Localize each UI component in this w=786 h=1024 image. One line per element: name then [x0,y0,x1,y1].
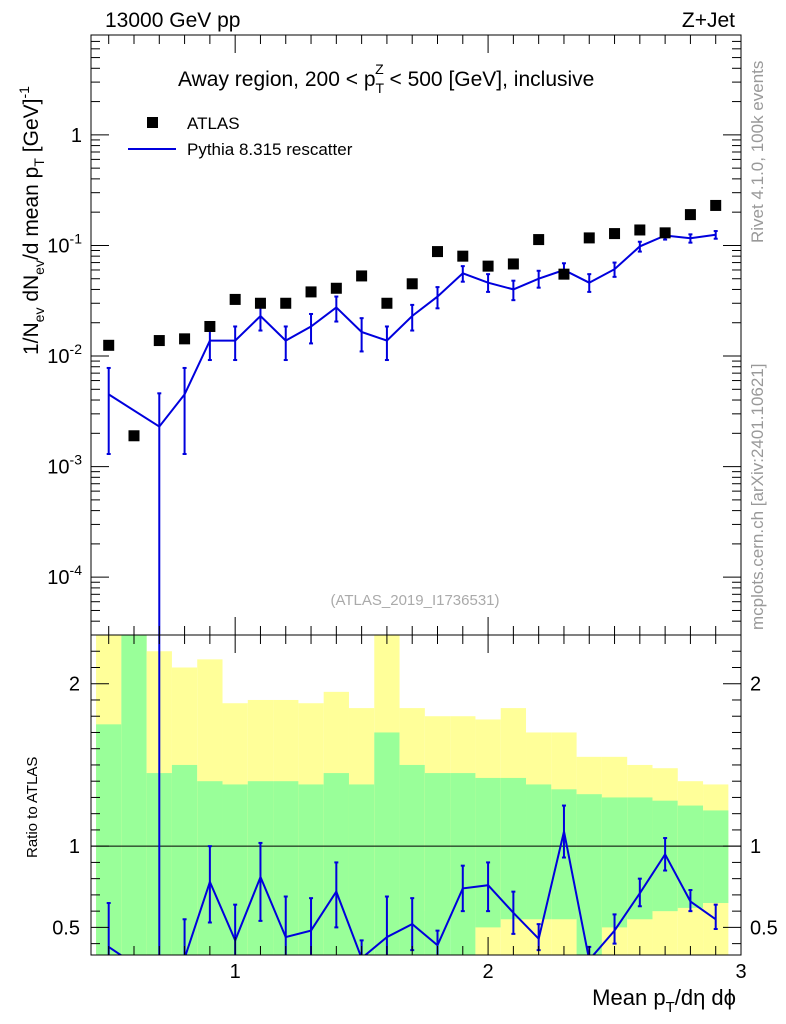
atlas-data-point [659,227,671,239]
chart-title-before: Away region, 200 < p [178,68,376,91]
chart-title: Away region, 200 < pTZ < 500 [GeV], incl… [178,61,594,96]
ratio-frame [90,634,742,956]
green-band-bin [526,784,552,920]
atlas-data-point [305,286,317,298]
ratio-y-tick-label-right: 2 [750,674,761,696]
atlas-data-point [280,297,292,309]
atlas-data-point [254,297,266,309]
main-y-tick-exponent: -2 [70,341,83,357]
xlabel-a-sub: T [666,999,675,1016]
atlas-data-point [533,234,545,246]
atlas-data-point [431,246,443,258]
ratio-panel: 1 2 30.5 0.51 12 2 [52,634,778,983]
main-y-tick-exponent: -3 [70,452,83,468]
x-tick-label: 2 [483,961,494,983]
ratio-y-tick-label-left: 0.5 [52,917,80,939]
legend-label-pythia: Pythia 8.315 rescatter [187,140,353,159]
main-y-tick-label: 10-3 [47,452,82,479]
atlas-data-point [507,258,519,270]
green-band-bin [601,797,628,928]
x-tick-label: 1 [230,961,241,983]
ylabel-d-sup: -1 [16,86,32,99]
ylabel-c-sub: T [31,158,47,167]
atlas-data-point [179,333,191,345]
main-y-tick-base: 10 [47,346,69,368]
x-axis-label: Mean pT/dη dϕ [592,985,736,1016]
green-band-bin [348,784,375,955]
ylabel-a: 1/N [20,322,43,355]
chart-title-after: < 500 [GeV], inclusive [384,68,595,91]
ratio-y-tick-label-left: 1 [69,836,80,858]
legend-label-atlas: ATLAS [187,114,240,133]
main-y-tick-base: 10 [47,567,69,589]
main-data-layer [103,199,722,635]
atlas-data-point [381,297,393,309]
ratio-y-axis-label: Ratio to ATLAS [24,757,41,858]
analysis-watermark: (ATLAS_2019_I1736531) [330,592,499,609]
main-ticks: 10-410-310-210-11 [47,34,742,636]
atlas-data-point [406,278,418,290]
mcplots-label: mcplots.cern.ch [arXiv:2401.10621] [748,364,767,630]
main-y-tick-exponent: -4 [70,562,83,578]
ylabel-a-sub: ev [31,308,47,323]
ratio-bands-layer [91,635,741,955]
main-y-axis-label: 1/Nev dNev/d mean pT [GeV]-1 [16,86,47,355]
chart-title-sup: Z [375,61,384,77]
main-y-tick-label: 10-4 [47,562,82,589]
green-band-bin [450,773,476,955]
pythia-series-line [108,233,716,428]
main-y-tick-label: 10-1 [47,230,82,257]
xlabel-a: Mean p [592,985,665,1010]
atlas-data-point [103,339,115,351]
process-label: Z+Jet [682,9,735,32]
atlas-data-point [356,270,368,282]
ratio-y-tick-label-left: 2 [69,674,80,696]
atlas-data-point [609,228,621,240]
ylabel-c: /d mean p [20,167,43,260]
green-band-bin [576,794,602,955]
pythia-ratio-line [108,831,717,955]
ylabel-d: [GeV] [20,99,43,159]
ratio-y-tick-label-right: 0.5 [750,917,778,939]
ylabel-b: dN [20,275,43,308]
main-y-tick-base: 1 [71,125,82,147]
ylabel-b-sub: ev [31,260,47,275]
atlas-data-point [153,335,165,347]
atlas-data-point [558,268,570,280]
main-y-tick-exponent: -1 [70,230,83,246]
green-band-bin [703,810,729,904]
atlas-data-point [583,232,595,244]
atlas-data-point [634,224,646,236]
ratio-ticks: 1 2 30.5 0.51 12 2 [52,635,778,983]
atlas-data-point [684,209,696,221]
chart-title-sub: T [376,80,385,96]
main-y-tick-base: 10 [47,457,69,479]
rivet-label: Rivet 4.1.0, 100k events [748,61,767,243]
atlas-data-point [229,293,241,305]
atlas-data-point [128,430,140,442]
atlas-data-point [710,199,722,211]
xlabel-b: /dη dϕ [675,985,736,1010]
energy-label: 13000 GeV pp [105,9,240,32]
ratio-y-tick-label-right: 1 [750,836,761,858]
x-tick-label: 3 [735,961,746,983]
atlas-data-point [204,320,216,332]
legend: ATLAS Pythia 8.315 rescatter [128,114,353,159]
atlas-data-point [482,260,494,272]
main-y-tick-label: 10-2 [47,341,82,368]
main-y-tick-base: 10 [47,235,69,257]
legend-marker-atlas [147,117,158,128]
main-panel: 10-410-310-210-11 [47,34,742,636]
atlas-data-point [457,250,469,262]
green-band-bin [121,635,147,955]
main-y-tick-label: 1 [71,125,82,147]
atlas-data-point [330,282,342,294]
